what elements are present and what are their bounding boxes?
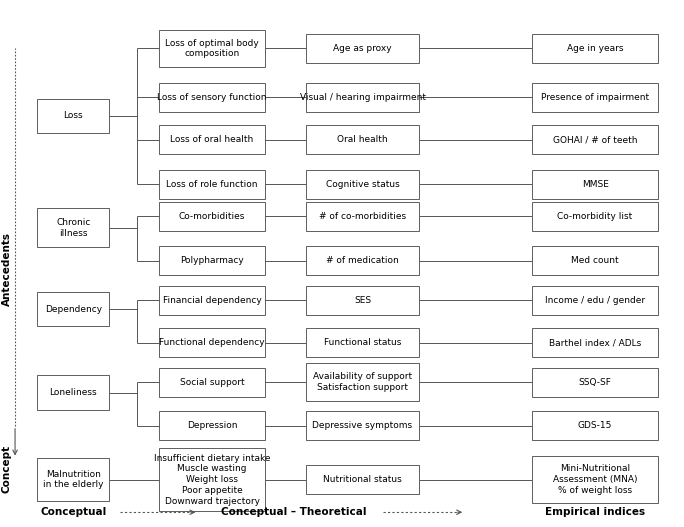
Text: Empirical indices: Empirical indices [545,508,645,517]
FancyBboxPatch shape [159,30,265,67]
FancyBboxPatch shape [159,328,265,357]
Text: Cognitive status: Cognitive status [326,180,399,189]
FancyBboxPatch shape [159,368,265,396]
Text: GOHAI / # of teeth: GOHAI / # of teeth [553,135,637,144]
FancyBboxPatch shape [306,125,419,154]
FancyBboxPatch shape [159,247,265,275]
FancyBboxPatch shape [531,83,658,112]
Text: Age as proxy: Age as proxy [333,44,392,53]
Text: Oral health: Oral health [337,135,388,144]
Text: Nutritional status: Nutritional status [323,475,402,484]
Text: Availability of support
Satisfaction support: Availability of support Satisfaction sup… [313,372,412,392]
FancyBboxPatch shape [306,328,419,357]
Text: Loss of optimal body
composition: Loss of optimal body composition [165,38,259,58]
FancyBboxPatch shape [306,286,419,315]
Text: Conceptual – Theoretical: Conceptual – Theoretical [222,508,367,517]
Text: Barthel index / ADLs: Barthel index / ADLs [549,338,641,347]
Text: Dependency: Dependency [44,305,102,314]
Text: Loneliness: Loneliness [49,388,97,397]
FancyBboxPatch shape [306,170,419,199]
FancyBboxPatch shape [531,368,658,396]
Text: Depressive symptoms: Depressive symptoms [313,421,412,431]
Text: MMSE: MMSE [581,180,609,189]
FancyBboxPatch shape [37,292,109,326]
Text: Visual / hearing impairment: Visual / hearing impairment [300,93,425,102]
FancyBboxPatch shape [531,201,658,231]
Text: Polypharmacy: Polypharmacy [180,256,244,266]
Text: Depression: Depression [187,421,237,431]
FancyBboxPatch shape [159,170,265,199]
Text: Functional dependency: Functional dependency [159,338,265,347]
FancyBboxPatch shape [306,465,419,494]
Text: Antecedents: Antecedents [2,232,12,306]
Text: Co-morbidities: Co-morbidities [179,211,246,221]
FancyBboxPatch shape [159,448,265,511]
Text: SSQ-SF: SSQ-SF [579,377,611,387]
FancyBboxPatch shape [37,458,109,501]
Text: Chronic
illness: Chronic illness [56,218,90,238]
Text: Mini-Nutritional
Assessment (MNA)
% of weight loss: Mini-Nutritional Assessment (MNA) % of w… [553,464,637,495]
Text: SES: SES [354,296,371,305]
Text: # of co-morbidities: # of co-morbidities [319,211,406,221]
FancyBboxPatch shape [159,286,265,315]
FancyBboxPatch shape [306,363,419,401]
FancyBboxPatch shape [37,99,109,133]
FancyBboxPatch shape [306,201,419,231]
FancyBboxPatch shape [531,170,658,199]
Text: Functional status: Functional status [324,338,402,347]
FancyBboxPatch shape [306,83,419,112]
Text: Conceptual: Conceptual [40,508,106,517]
Text: Presence of impairment: Presence of impairment [541,93,649,102]
Text: Loss: Loss [64,111,83,121]
FancyBboxPatch shape [531,411,658,441]
FancyBboxPatch shape [531,286,658,315]
FancyBboxPatch shape [159,83,265,112]
Text: Social support: Social support [180,377,244,387]
Text: Med count: Med count [571,256,619,266]
FancyBboxPatch shape [159,125,265,154]
FancyBboxPatch shape [306,247,419,275]
FancyBboxPatch shape [159,201,265,231]
FancyBboxPatch shape [37,208,109,248]
Text: Loss of role function: Loss of role function [166,180,258,189]
FancyBboxPatch shape [159,411,265,441]
Text: Concept: Concept [2,445,12,493]
Text: Financial dependency: Financial dependency [163,296,261,305]
FancyBboxPatch shape [531,125,658,154]
Text: Malnutrition
in the elderly: Malnutrition in the elderly [43,470,103,490]
Text: # of medication: # of medication [326,256,399,266]
FancyBboxPatch shape [531,456,658,503]
FancyBboxPatch shape [37,375,109,410]
Text: Loss of oral health: Loss of oral health [170,135,254,144]
Text: Age in years: Age in years [567,44,623,53]
FancyBboxPatch shape [531,247,658,275]
FancyBboxPatch shape [306,34,419,63]
FancyBboxPatch shape [531,328,658,357]
Text: Co-morbidity list: Co-morbidity list [557,211,633,221]
FancyBboxPatch shape [306,411,419,441]
Text: Income / edu / gender: Income / edu / gender [545,296,645,305]
Text: GDS-15: GDS-15 [578,421,612,431]
FancyBboxPatch shape [531,34,658,63]
Text: Loss of sensory function: Loss of sensory function [157,93,267,102]
Text: Insufficient dietary intake
Muscle wasting
Weight loss
Poor appetite
Downward tr: Insufficient dietary intake Muscle wasti… [154,454,270,505]
